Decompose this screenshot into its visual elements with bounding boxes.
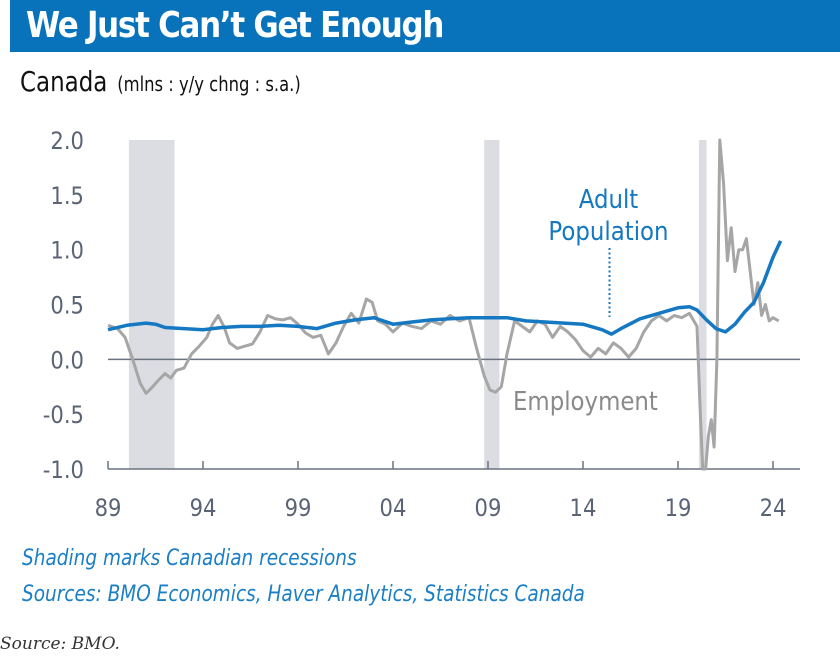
y-tick-label: -1.0: [43, 457, 84, 485]
x-tick-label: 19: [665, 495, 692, 523]
y-tick-label: 1.0: [50, 237, 84, 265]
recession-band: [698, 140, 707, 469]
y-tick-label: 0.0: [50, 347, 84, 375]
population-label-line1: Adult: [579, 184, 639, 215]
x-tick-label: 24: [760, 495, 787, 523]
recession-shading: [128, 140, 707, 469]
y-tick-label: 0.5: [50, 292, 84, 320]
recession-band: [484, 140, 500, 469]
series-adult-population-line: [107, 240, 783, 336]
series-employment-line: [107, 138, 780, 471]
y-tick-label: 2.0: [50, 128, 84, 156]
sources-note: Sources: BMO Economics, Haver Analytics,…: [22, 582, 585, 607]
source-credit: Source: BMO.: [0, 634, 120, 654]
x-tick-label: 89: [95, 495, 122, 523]
employment-label: Employment: [513, 386, 658, 417]
x-tick-label: 04: [380, 495, 407, 523]
subtitle-units: (mlns : y/y chng : s.a.): [117, 72, 301, 96]
recession-band: [128, 140, 175, 469]
chart-title: We Just Can’t Get Enough: [26, 5, 444, 46]
x-axis: 89 94 99 04 09 14 19 24: [95, 461, 800, 522]
y-tick-label: -0.5: [43, 402, 84, 430]
recession-note: Shading marks Canadian recessions: [22, 546, 357, 571]
x-tick-label: 99: [285, 495, 312, 523]
x-tick-label: 14: [570, 495, 597, 523]
subtitle-country: Canada: [20, 65, 108, 98]
chart-canvas: -1.0 -0.5 0.0 0.5 1.0 1.5 2.0 89 94 99 04 09 14 19 24…: [43, 128, 800, 522]
y-axis-labels: -1.0 -0.5 0.0 0.5 1.0 1.5 2.0: [43, 128, 84, 485]
chart-subtitle: Canada (mlns : y/y chng : s.a.): [20, 62, 301, 106]
population-label-line2: Population: [548, 216, 668, 247]
y-tick-label: 1.5: [50, 183, 84, 211]
x-tick-label: 94: [190, 495, 217, 523]
x-tick-label: 09: [475, 495, 502, 523]
title-bar: We Just Can’t Get Enough: [10, 0, 840, 52]
